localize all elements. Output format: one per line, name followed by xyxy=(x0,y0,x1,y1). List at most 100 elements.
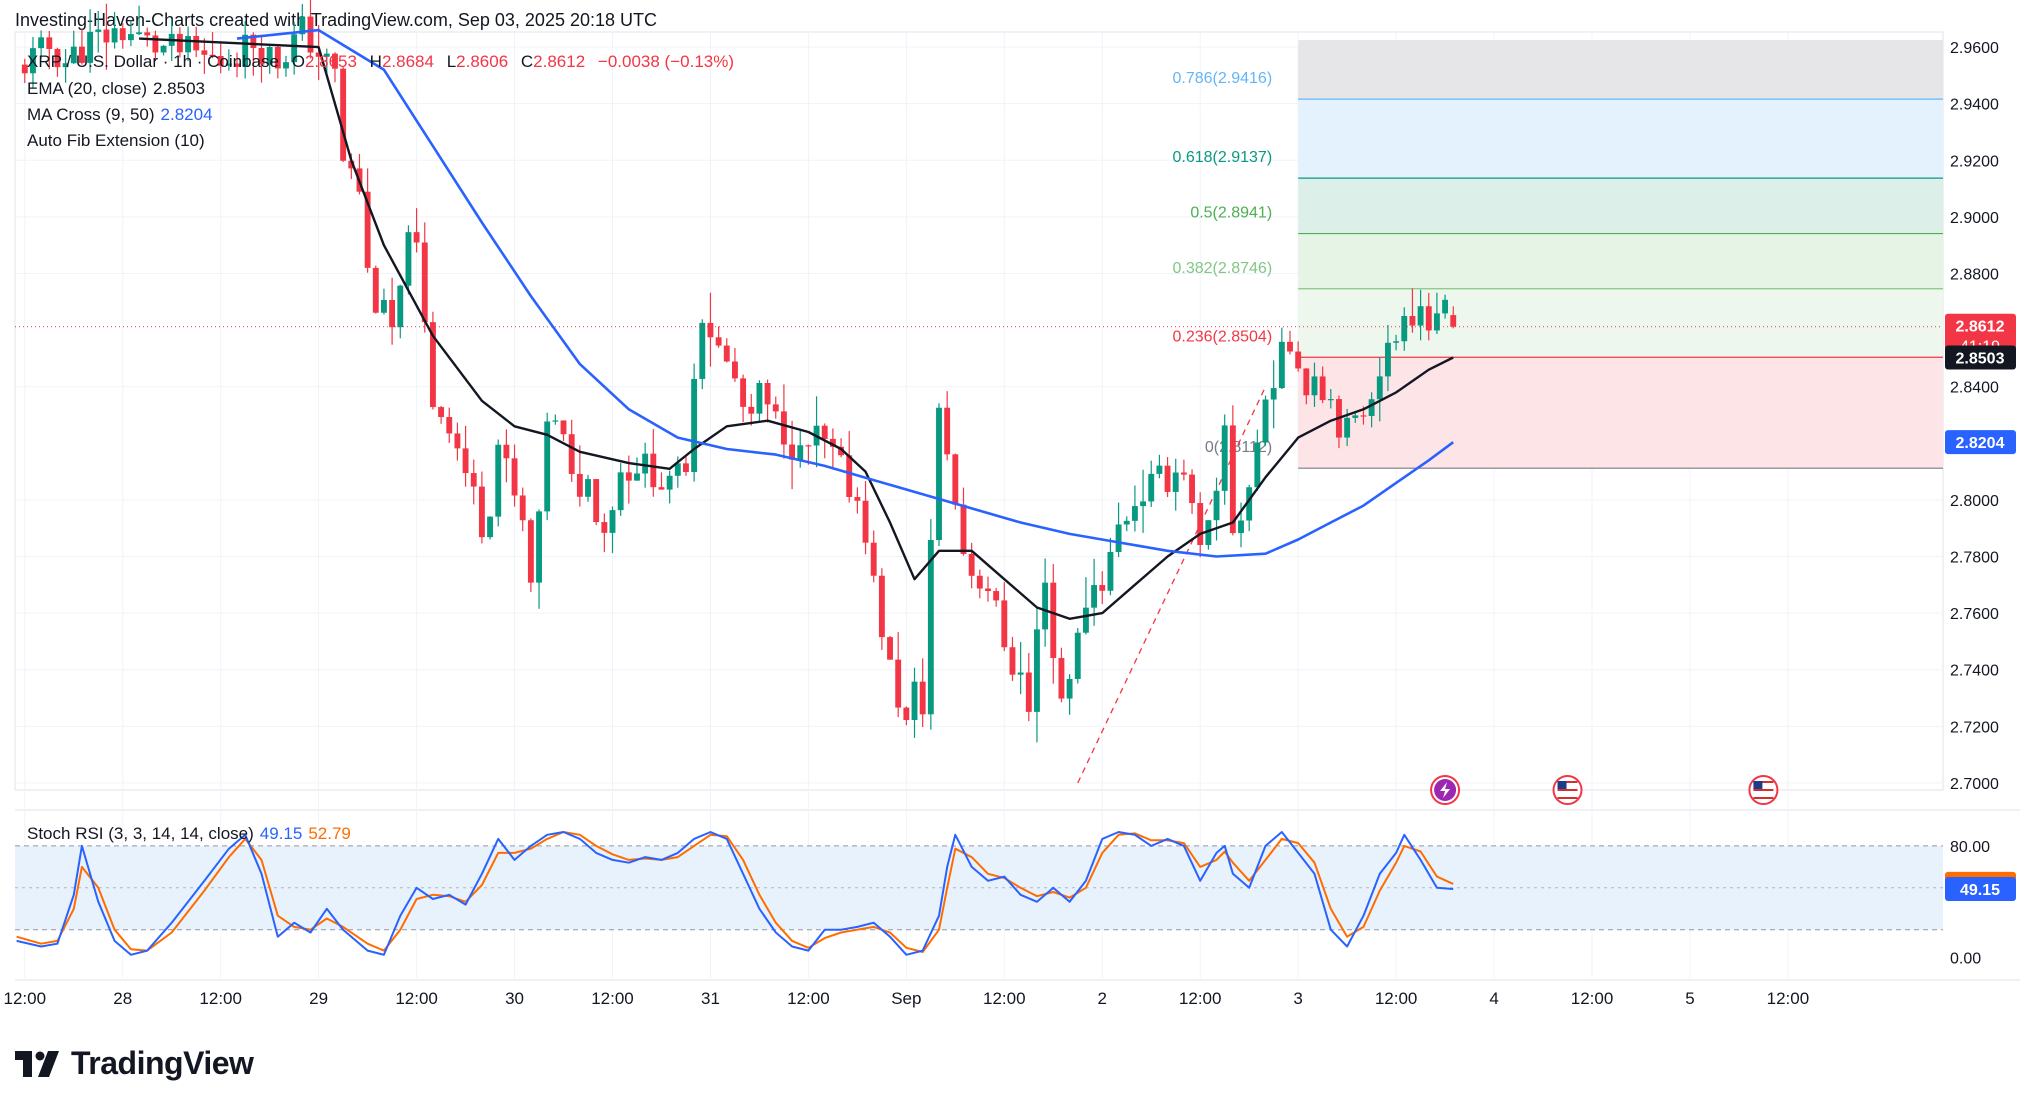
ohlc-low-label: L xyxy=(446,52,457,71)
candle-body xyxy=(1164,465,1171,492)
candle-body xyxy=(429,322,436,408)
candle-body xyxy=(748,406,755,414)
candle-body xyxy=(658,487,665,490)
ohlc-low-value: 2.8606 xyxy=(456,52,509,71)
flag-stripe xyxy=(1557,789,1578,791)
us-flag-event-icon[interactable] xyxy=(1552,775,1583,805)
fib-band xyxy=(1298,40,1943,100)
x-tick-label: 12:00 xyxy=(1375,989,1418,1008)
legend-ma-row[interactable]: MA Cross (9, 50) 2.8204 xyxy=(27,105,213,125)
candle-body xyxy=(1270,388,1277,400)
legend-stoch-row[interactable]: Stoch RSI (3, 3, 14, 14, close) 49.15 52.7… xyxy=(27,824,351,844)
candle-body xyxy=(217,56,224,66)
candle-body xyxy=(650,453,657,488)
ohlc-open-label: O xyxy=(291,52,305,71)
candle-body xyxy=(1344,417,1351,438)
candle-body xyxy=(1393,341,1400,343)
candle-body xyxy=(780,411,787,445)
candle-body xyxy=(103,29,110,43)
flag-stripe xyxy=(1753,793,1774,795)
x-tick-label: 12:00 xyxy=(591,989,634,1008)
x-tick-label: 4 xyxy=(1489,989,1498,1008)
candle-body xyxy=(715,337,722,346)
candle-body xyxy=(960,504,967,554)
candle-body xyxy=(1025,672,1032,712)
candle-body xyxy=(870,542,877,576)
x-tick-label: 12:00 xyxy=(1767,989,1810,1008)
price-tag-value: 2.8612 xyxy=(1956,319,2005,336)
candle-body xyxy=(764,382,771,405)
symbol-name[interactable]: XRP / U.S. Dollar · 1h · Coinbase xyxy=(27,52,279,71)
y-tick-label: 2.9600 xyxy=(1950,40,1999,57)
candle-body xyxy=(1034,629,1040,712)
ma-value: 2.8204 xyxy=(160,105,213,124)
flag-canton xyxy=(1557,781,1567,789)
candle-body xyxy=(1123,520,1130,525)
candle-body xyxy=(201,50,208,55)
candle-body xyxy=(1017,672,1024,675)
legend-fib-row[interactable]: Auto Fib Extension (10) xyxy=(27,131,205,151)
candle-body xyxy=(878,575,885,638)
candle-body xyxy=(952,454,959,505)
candle-body xyxy=(38,37,45,49)
legend-ema-row[interactable]: EMA (20, close) 2.8503 xyxy=(27,79,205,99)
candle-body xyxy=(789,444,796,460)
candle-body xyxy=(1450,315,1457,327)
fib-trend-line xyxy=(1077,386,1267,784)
tradingview-logo[interactable]: TradingView xyxy=(15,1045,254,1082)
candle-body xyxy=(389,299,396,328)
candle-body xyxy=(242,34,249,67)
x-tick-label: 12:00 xyxy=(787,989,830,1008)
candle-body xyxy=(756,382,763,414)
candle-body xyxy=(234,63,240,67)
x-tick-label: 30 xyxy=(505,989,524,1008)
candle-body xyxy=(274,46,281,69)
candle-body xyxy=(699,322,706,379)
candle-body xyxy=(1115,524,1122,552)
candle-body xyxy=(642,453,649,474)
candle-body xyxy=(1050,582,1057,658)
candle-body xyxy=(976,575,983,589)
us-flag-event-icon[interactable] xyxy=(1748,775,1779,805)
lightning-glyph xyxy=(1440,782,1451,798)
candle-body xyxy=(446,417,453,434)
ema-label: EMA (20, close) xyxy=(27,79,147,98)
candle-body xyxy=(536,511,542,583)
candle-body xyxy=(911,681,918,721)
candle-body xyxy=(438,407,445,418)
candle-body xyxy=(707,322,714,338)
candle-body xyxy=(1091,585,1098,608)
candle-body xyxy=(193,36,200,51)
candle-body xyxy=(740,378,747,407)
candle-body xyxy=(576,473,583,497)
candle-body xyxy=(462,448,469,474)
candle-body xyxy=(691,378,698,473)
stoch-label: Stoch RSI (3, 3, 14, 14, close) xyxy=(27,824,254,843)
ema-value: 2.8503 xyxy=(153,79,205,98)
candle-body xyxy=(944,407,951,455)
candle-body xyxy=(119,28,126,41)
ema20-line xyxy=(139,37,1454,620)
fib-band xyxy=(1298,357,1943,469)
candle-body xyxy=(291,34,298,63)
chart-caption: Investing-Haven-Charts created with Trad… xyxy=(15,10,658,30)
candle-body xyxy=(527,520,534,583)
candle-body xyxy=(985,588,991,592)
candle-body xyxy=(495,444,502,517)
candle-body xyxy=(593,479,600,523)
candle-body xyxy=(903,707,910,721)
candle-body xyxy=(1311,376,1318,396)
candle-body xyxy=(838,446,844,456)
stoch-level-label: 0.00 xyxy=(1950,951,1981,968)
fib-level-label: 0.786(2.9416) xyxy=(1173,70,1273,87)
candle-body xyxy=(1376,376,1383,400)
candle-body xyxy=(821,425,828,439)
fib-band xyxy=(1298,99,1943,179)
lightning-event-icon[interactable] xyxy=(1430,775,1461,805)
candle-body xyxy=(1099,585,1106,591)
candle-body xyxy=(1205,520,1212,546)
candle-body xyxy=(454,433,461,449)
candle-body xyxy=(176,33,183,53)
x-tick-label: 29 xyxy=(309,989,328,1008)
